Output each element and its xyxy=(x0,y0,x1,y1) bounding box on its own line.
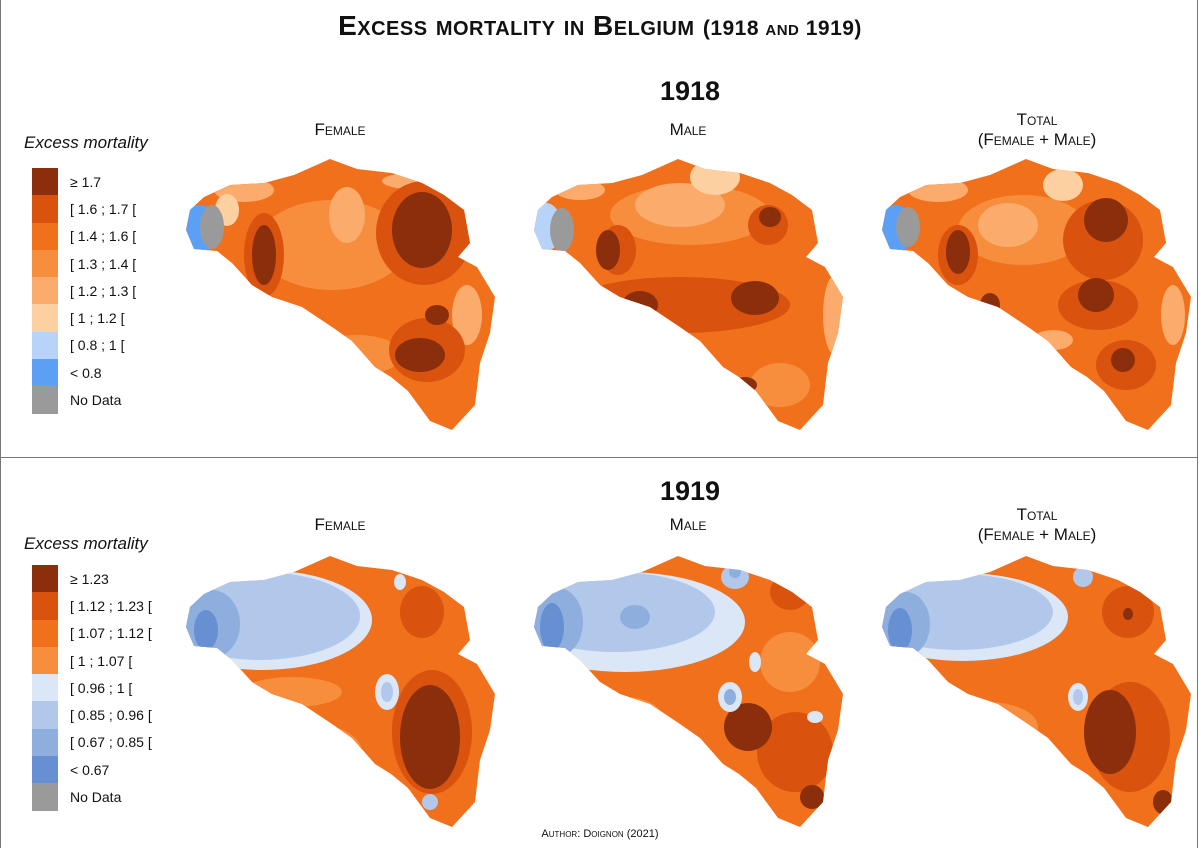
title-sub: (1918 and 1919) xyxy=(702,17,862,40)
panel-label-total-line1: Total xyxy=(1016,110,1058,129)
panel-label-total-line2: (Female + Male) xyxy=(977,130,1097,149)
legend-label: [ 0.67 ; 0.85 [ xyxy=(70,734,152,751)
panel-label-male-1919: Male xyxy=(669,515,707,534)
legend-item: [ 1 ; 1.07 [ xyxy=(32,646,152,675)
legend-label: ≥ 1.23 xyxy=(70,570,109,587)
legend-item: No Data xyxy=(32,386,136,414)
legend-item: [ 0.8 ; 1 [ xyxy=(32,331,136,360)
legend-label: [ 0.85 ; 0.96 [ xyxy=(70,707,152,724)
map-1919-female xyxy=(186,556,495,827)
legend-item: [ 1.12 ; 1.23 [ xyxy=(32,592,152,620)
legend-item: [ 1.6 ; 1.7 [ xyxy=(32,195,137,223)
legend-item: [ 1.4 ; 1.6 [ xyxy=(32,222,137,250)
map-1919-male xyxy=(534,556,843,827)
legend-title-1919: Excess mortality xyxy=(24,534,148,553)
legend-swatch xyxy=(32,222,58,250)
legend-label: No Data xyxy=(70,392,122,409)
legend-label: [ 1 ; 1.07 [ xyxy=(70,652,133,669)
legend-item: [ 0.85 ; 0.96 [ xyxy=(32,701,152,729)
map-1918-total xyxy=(882,159,1191,430)
title-main: Excess mortality in Belgium xyxy=(338,10,695,41)
legend-swatch xyxy=(32,359,58,387)
legend-swatch xyxy=(32,756,58,784)
legend-label: [ 1.3 ; 1.4 [ xyxy=(70,255,137,272)
panel-label-total-line2: (Female + Male) xyxy=(977,525,1097,544)
legend-label: [ 0.8 ; 1 [ xyxy=(70,337,125,354)
legend-item: ≥ 1.23 xyxy=(32,565,152,593)
legend-swatch xyxy=(32,592,58,620)
legend-label: No Data xyxy=(70,789,122,806)
legend-item: [ 1.07 ; 1.12 [ xyxy=(32,619,152,647)
legend-swatch xyxy=(32,249,58,278)
figure-title: Excess mortality in Belgium (1918 and 19… xyxy=(0,10,1200,42)
map-1918-female xyxy=(186,159,495,430)
legend-swatch xyxy=(32,565,58,593)
legend-item: No Data xyxy=(32,783,152,811)
legend-label: [ 0.96 ; 1 [ xyxy=(70,679,133,696)
panel-label-total-1918: Total (Female + Male) xyxy=(917,110,1157,150)
legend-swatch xyxy=(32,195,58,223)
legend-item: ≥ 1.7 xyxy=(32,168,136,196)
legend-swatch xyxy=(32,674,58,702)
legend-swatch xyxy=(32,701,58,729)
legend-swatch xyxy=(32,728,58,757)
panel-label-female-1918: Female xyxy=(314,120,366,139)
legend-label: [ 1.2 ; 1.3 [ xyxy=(70,282,137,299)
panel-frame-1919 xyxy=(0,457,1198,848)
legend-item: [ 0.96 ; 1 [ xyxy=(32,674,152,702)
panel-label-female-1919: Female xyxy=(314,515,366,534)
year-heading-1919: 1919 xyxy=(659,476,721,506)
legend-1918: ≥ 1.7 [ 1.6 ; 1.7 [ [ 1.4 ; 1.6 [ [ 1.3 ; 1… xyxy=(32,168,136,414)
legend-swatch xyxy=(32,783,58,811)
legend-swatch xyxy=(32,331,58,360)
legend-label: [ 1.4 ; 1.6 [ xyxy=(70,228,137,245)
legend-1919: ≥ 1.23 [ 1.12 ; 1.23 [ [ 1.07 ; 1.12 [ [ 1 … xyxy=(32,565,152,811)
legend-label: < 0.8 xyxy=(70,364,102,381)
panel-label-total-1919: Total (Female + Male) xyxy=(917,505,1157,545)
legend-swatch xyxy=(32,646,58,675)
author-credit: Author: Doignon (2021) xyxy=(541,828,659,840)
legend-label: [ 1.6 ; 1.7 [ xyxy=(70,200,137,217)
legend-item: < 0.67 xyxy=(32,756,152,784)
legend-item: < 0.8 xyxy=(32,359,136,387)
legend-item: [ 1.2 ; 1.3 [ xyxy=(32,277,137,305)
legend-label: [ 1.12 ; 1.23 [ xyxy=(70,597,152,614)
year-heading-1918: 1918 xyxy=(659,76,721,106)
legend-swatch xyxy=(32,277,58,305)
legend-swatch xyxy=(32,619,58,647)
legend-label: ≥ 1.7 xyxy=(70,173,102,190)
legend-title-1918: Excess mortality xyxy=(24,133,148,152)
legend-item: [ 0.67 ; 0.85 [ xyxy=(32,728,152,757)
legend-swatch xyxy=(32,386,58,414)
legend-swatch xyxy=(32,304,58,332)
panel-label-total-line1: Total xyxy=(1016,505,1058,524)
legend-swatch xyxy=(32,168,58,196)
legend-label: [ 1 ; 1.2 [ xyxy=(70,310,125,327)
map-1918-male xyxy=(534,159,843,430)
legend-item: [ 1 ; 1.2 [ xyxy=(32,304,136,332)
legend-label: < 0.67 xyxy=(70,761,110,778)
legend-label: [ 1.07 ; 1.12 [ xyxy=(70,625,152,642)
panel-label-male-1918: Male xyxy=(669,120,707,139)
map-1919-total xyxy=(882,556,1191,827)
legend-item: [ 1.3 ; 1.4 [ xyxy=(32,249,137,278)
